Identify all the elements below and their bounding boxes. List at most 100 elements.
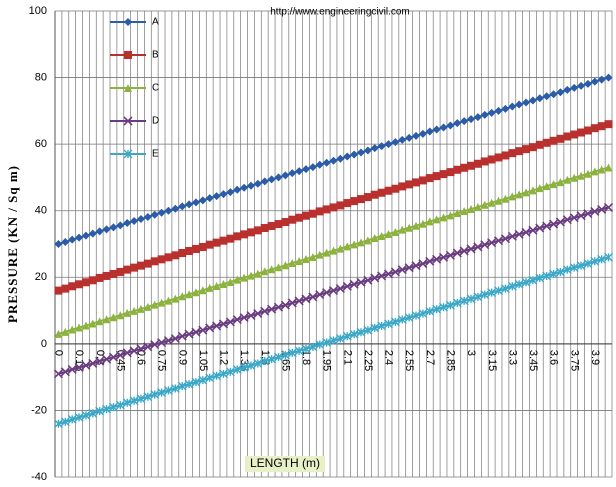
marker (336, 244, 345, 253)
marker (185, 200, 194, 209)
marker (198, 375, 208, 385)
marker (116, 311, 125, 320)
marker (418, 176, 427, 185)
legend-label: E (152, 149, 159, 160)
marker (562, 265, 572, 275)
marker (384, 230, 393, 239)
marker (425, 217, 434, 226)
marker (522, 98, 531, 107)
marker (508, 149, 517, 158)
marker (446, 121, 455, 130)
marker (397, 315, 407, 325)
marker (377, 188, 386, 197)
marker (102, 354, 112, 364)
marker (136, 261, 145, 270)
marker (583, 209, 593, 219)
marker (425, 256, 435, 266)
marker (212, 281, 221, 290)
marker (115, 350, 125, 360)
marker (453, 165, 462, 174)
marker (370, 323, 380, 333)
marker (226, 277, 235, 286)
marker (212, 321, 222, 331)
marker (171, 251, 180, 260)
marker (515, 190, 524, 199)
marker (322, 248, 331, 257)
marker (466, 244, 476, 254)
marker (218, 319, 229, 329)
marker (246, 310, 256, 321)
marker (233, 275, 242, 284)
marker (405, 133, 414, 142)
x-tick-label: 0 (53, 350, 65, 356)
marker (143, 342, 153, 352)
marker (487, 198, 496, 207)
y-tick-label: -40 (31, 471, 47, 483)
marker (549, 269, 559, 279)
marker (535, 184, 544, 193)
marker (480, 110, 489, 119)
marker (123, 308, 132, 317)
marker (287, 298, 297, 308)
marker (590, 206, 600, 216)
marker (563, 132, 572, 141)
marker (349, 279, 359, 289)
marker (116, 221, 125, 230)
marker (597, 75, 606, 84)
marker (460, 117, 469, 126)
marker (569, 263, 579, 273)
marker (233, 232, 242, 241)
x-tick-label: 0.9 (176, 350, 188, 365)
marker (170, 383, 180, 393)
marker (507, 231, 517, 241)
marker (267, 304, 277, 314)
marker (555, 217, 565, 227)
marker (535, 273, 545, 283)
marker (253, 269, 262, 278)
marker (226, 234, 235, 243)
marker (191, 288, 200, 297)
marker (329, 246, 338, 255)
marker (212, 192, 221, 201)
marker (308, 342, 318, 352)
marker (432, 304, 442, 314)
marker (432, 215, 441, 224)
marker (130, 306, 139, 315)
y-tick-label: 80 (35, 71, 47, 83)
marker (178, 202, 187, 211)
marker (88, 319, 97, 328)
marker (562, 215, 572, 225)
marker (597, 122, 606, 131)
marker (329, 156, 338, 165)
marker (226, 188, 235, 197)
marker (377, 271, 387, 281)
marker (480, 200, 489, 209)
marker (328, 286, 339, 296)
marker (542, 138, 551, 147)
marker (383, 269, 394, 279)
marker (288, 258, 297, 267)
marker (88, 358, 98, 369)
y-tick-label: 60 (35, 138, 47, 150)
marker (370, 234, 379, 243)
marker (288, 169, 297, 178)
x-tick-label: 2.55 (403, 350, 415, 371)
marker (487, 238, 497, 248)
marker (102, 404, 112, 414)
marker (590, 256, 600, 266)
marker (122, 348, 132, 358)
marker (357, 148, 366, 157)
marker (377, 321, 387, 331)
marker (170, 333, 180, 344)
marker (535, 223, 545, 233)
marker (459, 246, 469, 256)
marker (246, 181, 255, 190)
marker (446, 211, 455, 220)
x-tick-label: 3 (465, 350, 477, 356)
marker (467, 115, 476, 124)
marker (301, 211, 310, 220)
marker (597, 204, 607, 214)
marker (116, 267, 125, 276)
marker (143, 259, 152, 268)
marker (81, 321, 90, 330)
